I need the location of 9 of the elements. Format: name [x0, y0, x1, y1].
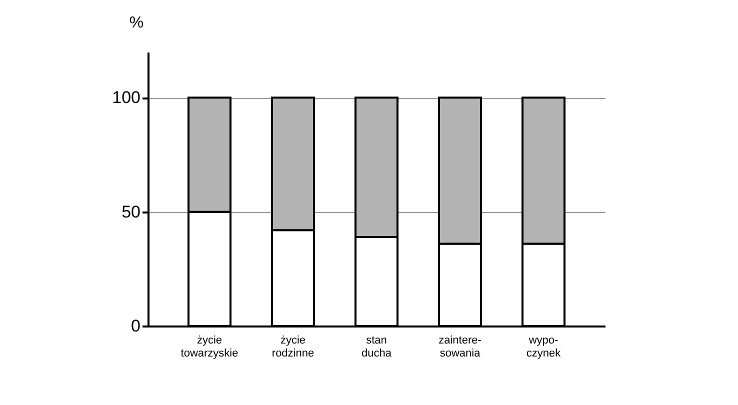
x-tick-label: życie towarzyskie	[180, 334, 238, 360]
y-axis-title: %	[129, 14, 144, 32]
y-tick-label: 0	[131, 316, 140, 336]
x-tick-label: życie rodzinne	[272, 334, 314, 360]
x-tick-label: zaintere- sowania	[438, 334, 482, 360]
x-tick-label: wypo- czynek	[526, 334, 562, 360]
y-tick-label: 100	[112, 88, 140, 108]
x-tick-label: stan ducha	[362, 334, 392, 360]
y-tick-label: 50	[122, 202, 140, 222]
